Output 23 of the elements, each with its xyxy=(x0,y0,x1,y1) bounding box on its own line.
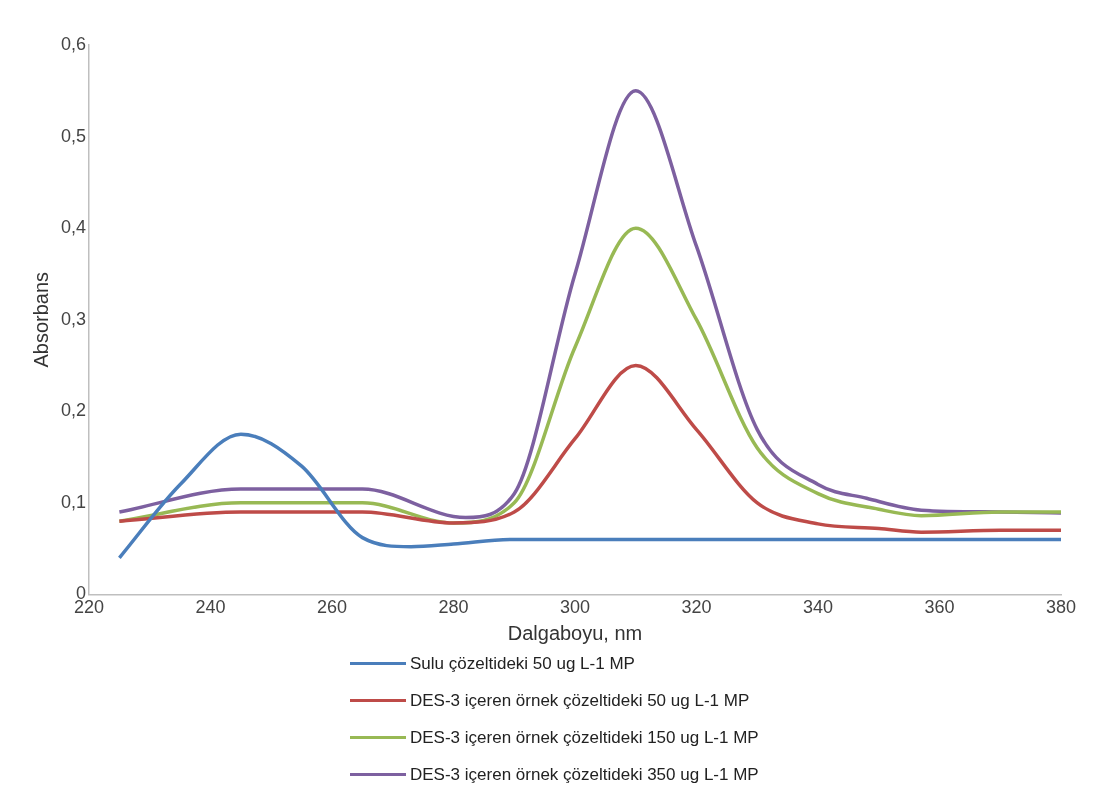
line-series xyxy=(117,432,1061,560)
legend-label: Sulu çözeltideki 50 ug L-1 MP xyxy=(410,653,635,674)
x-tick-label: 260 xyxy=(316,597,348,618)
x-axis-title: Dalgaboyu, nm xyxy=(507,621,643,644)
legend-label: DES-3 içeren örnek çözeltideki 150 ug L-1 MP xyxy=(410,727,759,748)
y-tick-label: 0,4 xyxy=(60,217,87,238)
y-axis-title: Absorbans xyxy=(29,271,52,368)
y-tick-label: 0,1 xyxy=(60,491,87,512)
legend-label: DES-3 içeren örnek çözeltideki 350 ug L-1 MP xyxy=(410,764,759,785)
line-series xyxy=(117,363,1061,534)
x-tick-label: 380 xyxy=(1045,597,1077,618)
x-tick-label: 300 xyxy=(559,597,591,618)
line-series xyxy=(117,89,1061,520)
x-tick-label: 280 xyxy=(438,597,469,618)
y-tick-label: 0,3 xyxy=(60,308,87,329)
x-tick-label: 320 xyxy=(681,597,712,618)
x-tick-label: 340 xyxy=(802,597,834,618)
legend-label: DES-3 içeren örnek çözeltideki 50 ug L-1 MP xyxy=(410,690,750,711)
y-tick-label: 0,2 xyxy=(60,400,87,421)
x-tick-label: 360 xyxy=(924,597,955,618)
y-tick-label: 0,6 xyxy=(60,33,87,54)
y-tick-label: 0,5 xyxy=(60,125,87,146)
x-tick-label: 240 xyxy=(195,597,226,618)
